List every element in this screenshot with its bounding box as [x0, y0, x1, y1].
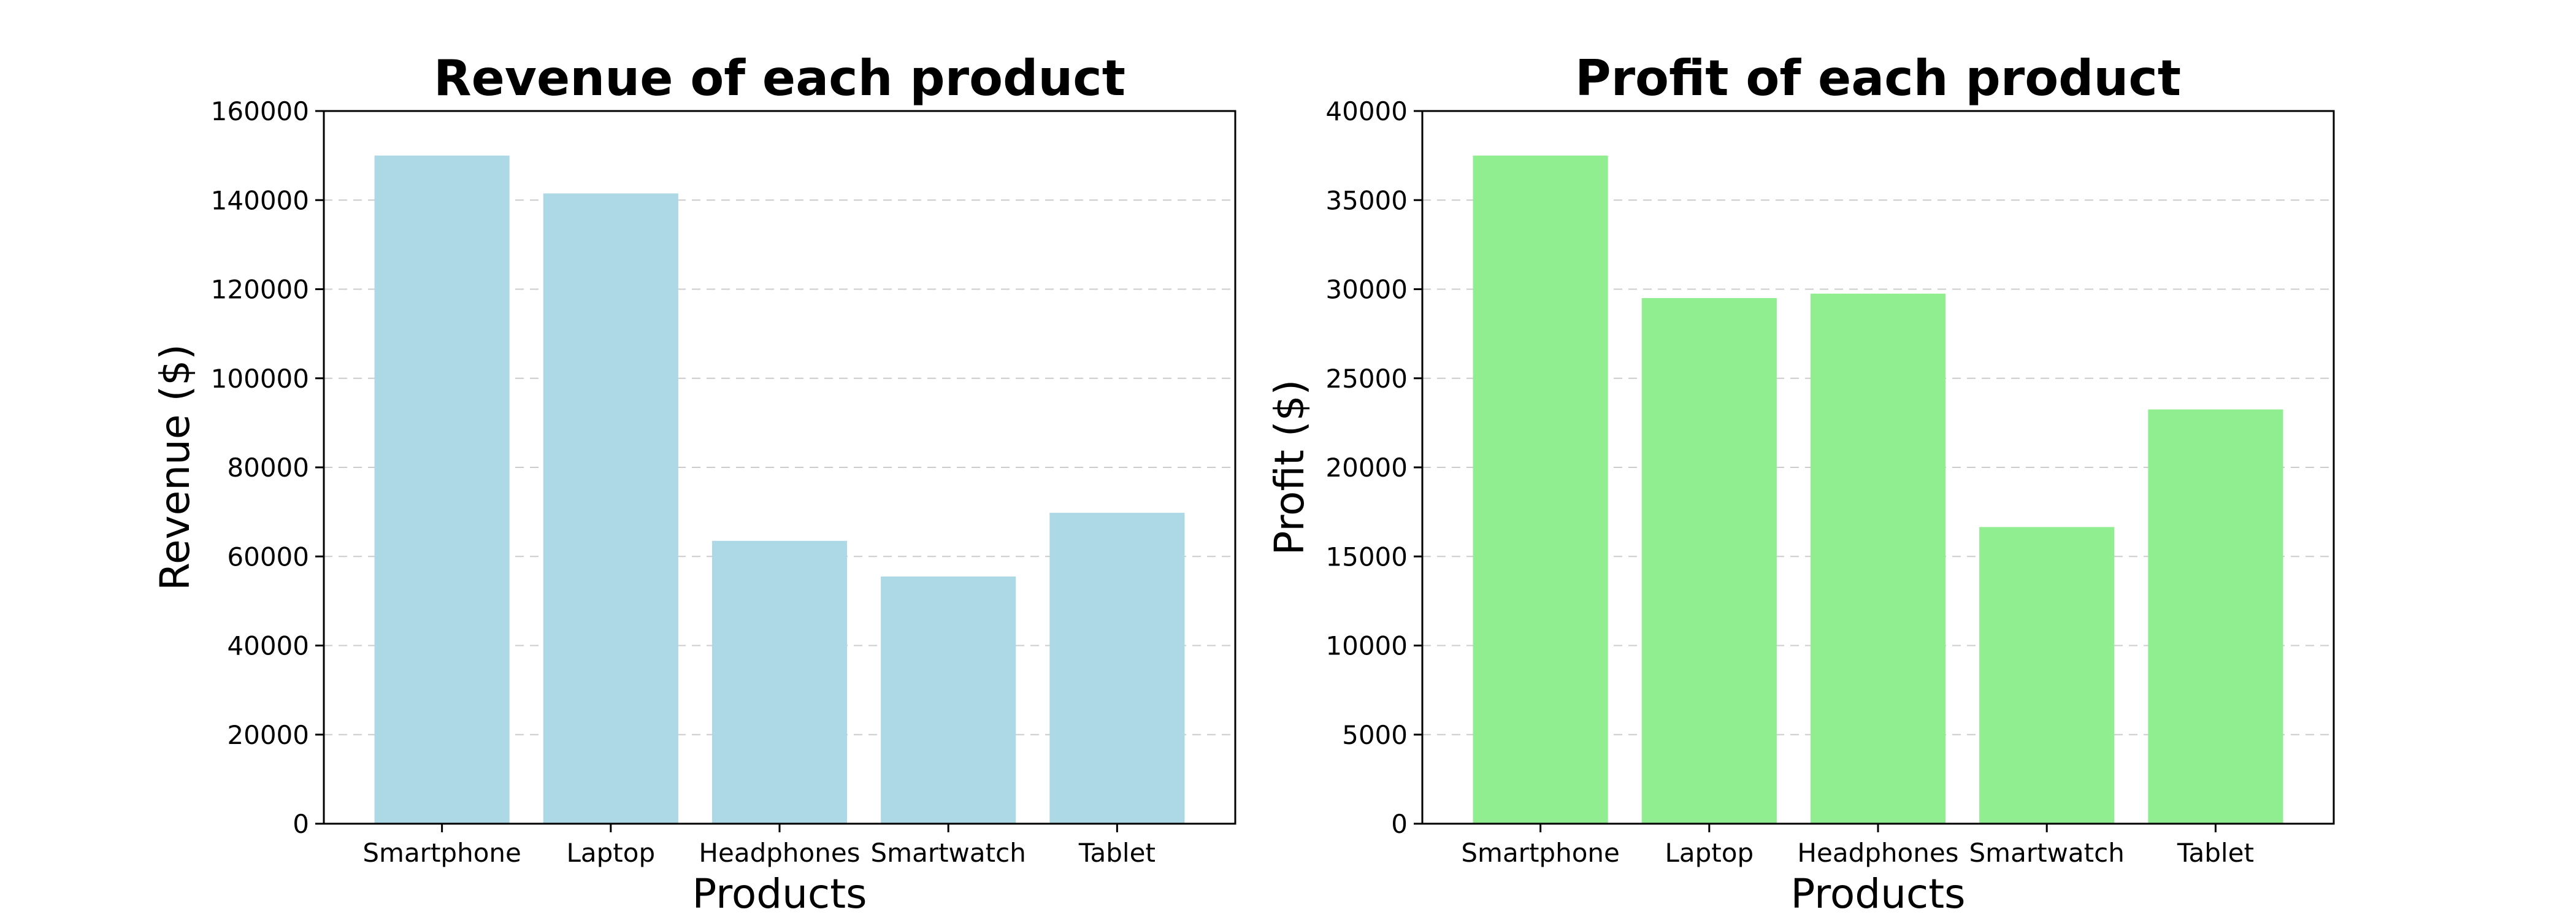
- bar-smartphone: [374, 155, 510, 824]
- y-axis-ticks: 0 20000 40000 60000 80000 100000 120000 140000 1…: [211, 96, 324, 839]
- y-tick-label: 100000: [211, 364, 309, 394]
- x-axis-label: Products: [692, 870, 867, 918]
- x-tick-label: Tablet: [1078, 838, 1156, 868]
- chart-title: Revenue of each product: [434, 50, 1125, 107]
- y-axis-label: Revenue ($): [151, 344, 199, 591]
- x-axis-ticks: Smartphone Laptop Headphones Smartwatch Tabl…: [1461, 824, 2254, 868]
- bar-tablet: [2148, 409, 2283, 824]
- x-tick-label: Laptop: [1665, 838, 1754, 868]
- y-tick-label: 20000: [227, 720, 309, 750]
- x-axis-ticks: Smartphone Laptop Headphones Smartwatch Tabl…: [362, 824, 1156, 868]
- x-tick-label: Laptop: [567, 838, 656, 868]
- y-tick-label: 5000: [1342, 720, 1408, 750]
- x-tick-label: Headphones: [1797, 838, 1958, 868]
- y-tick-label: 160000: [211, 96, 309, 126]
- x-tick-label: Smartwatch: [871, 838, 1026, 868]
- bar-laptop: [543, 193, 678, 824]
- x-tick-label: Tablet: [2177, 838, 2254, 868]
- y-tick-label: 40000: [227, 631, 309, 661]
- y-tick-label: 120000: [211, 275, 309, 305]
- bar-smartwatch: [881, 576, 1016, 824]
- x-tick-label: Smartphone: [1461, 838, 1619, 868]
- y-tick-label: 0: [293, 809, 309, 839]
- x-tick-label: Smartwatch: [1969, 838, 2125, 868]
- x-axis-label: Products: [1791, 870, 1966, 918]
- bars: [374, 155, 1185, 824]
- y-tick-label: 30000: [1325, 275, 1408, 305]
- y-tick-label: 0: [1391, 809, 1408, 839]
- x-tick-label: Headphones: [699, 838, 860, 868]
- y-tick-label: 60000: [227, 542, 309, 572]
- bar-headphones: [711, 540, 848, 824]
- y-tick-label: 35000: [1325, 185, 1408, 215]
- y-tick-label: 80000: [227, 453, 309, 483]
- bars: [1473, 155, 2283, 824]
- bar-smartphone: [1473, 155, 1608, 824]
- y-axis-label: Profit ($): [1266, 380, 1313, 556]
- y-tick-label: 15000: [1325, 542, 1408, 572]
- bar-smartwatch: [1979, 527, 2115, 824]
- profit-chart: Profit of each product Products Profit (…: [1266, 50, 2335, 918]
- y-tick-label: 140000: [211, 185, 309, 215]
- bar-laptop: [1641, 298, 1777, 824]
- y-tick-label: 10000: [1325, 631, 1408, 661]
- y-tick-label: 40000: [1325, 96, 1408, 126]
- bar-tablet: [1049, 513, 1185, 824]
- bar-headphones: [1810, 293, 1946, 824]
- x-tick-label: Smartphone: [362, 838, 521, 868]
- y-tick-label: 25000: [1325, 364, 1408, 394]
- revenue-chart: Revenue of each product Products Revenue…: [151, 50, 1236, 918]
- chart-title: Profit of each product: [1575, 50, 2181, 107]
- y-tick-label: 20000: [1325, 453, 1408, 483]
- y-axis-ticks: 0 5000 10000 15000 20000 25000 30000 35000 40000: [1325, 96, 1422, 839]
